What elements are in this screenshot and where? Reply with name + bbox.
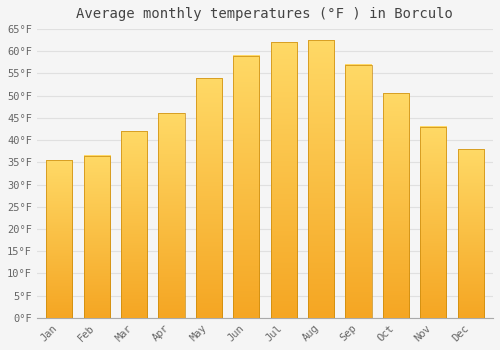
Bar xyxy=(458,149,483,318)
Bar xyxy=(346,65,372,318)
Bar xyxy=(382,93,409,318)
Bar xyxy=(46,160,72,318)
Bar xyxy=(158,113,184,318)
Bar xyxy=(420,127,446,318)
Bar xyxy=(121,131,147,318)
Bar xyxy=(270,42,296,318)
Title: Average monthly temperatures (°F ) in Borculo: Average monthly temperatures (°F ) in Bo… xyxy=(76,7,454,21)
Bar xyxy=(233,56,260,318)
Bar xyxy=(84,156,110,318)
Bar xyxy=(308,40,334,318)
Bar xyxy=(196,78,222,318)
